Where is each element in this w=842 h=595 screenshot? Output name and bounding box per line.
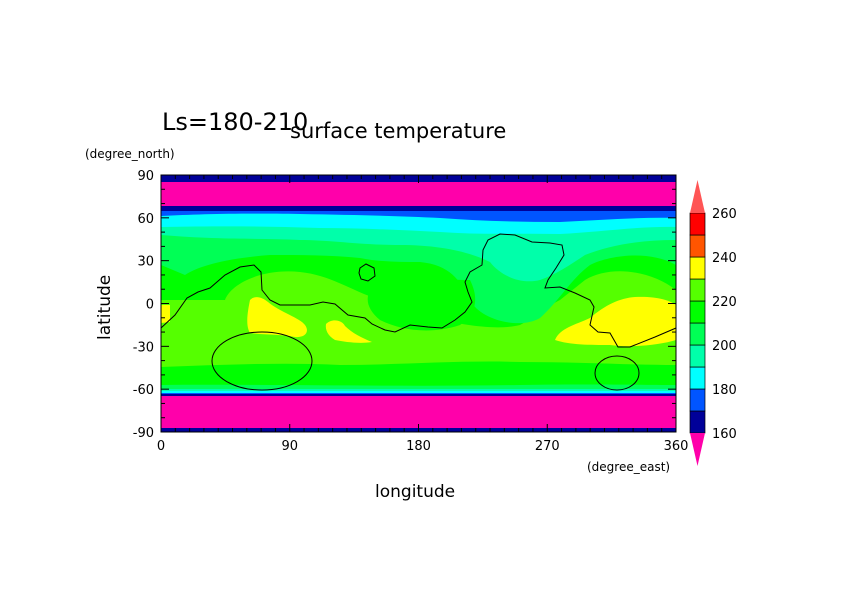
x-tick-label: 90 [281,439,298,454]
chart-subtitle: Ls=180-210 [162,108,308,136]
x-tick-label: 180 [406,439,431,454]
colorbar: 260 240 220 200 180 160 [689,180,737,466]
colorbar-swatch [689,410,706,434]
x-units: (degree_east) [587,460,670,474]
colorbar-label: 260 [712,207,737,222]
chart-title: surface temperature [290,119,506,143]
colorbar-swatch [689,322,706,346]
colorbar-label: 180 [712,383,737,398]
temperature-field [161,175,676,432]
y-tick-label: -30 [133,340,154,355]
x-axis-label: longitude [375,482,455,502]
colorbar-swatch [689,212,706,236]
y-units: (degree_north) [85,147,175,161]
colorbar-swatch [689,300,706,324]
colorbar-swatch [689,344,706,368]
x-tick-label: 270 [535,439,560,454]
colorbar-swatch [689,388,706,412]
band-below-160-north [161,182,676,206]
colorbar-swatch [689,366,706,390]
warm-region-230-240 [161,305,170,323]
band-below-160-south [161,396,676,428]
x-tick-label: 0 [157,439,165,454]
warm-region-230-240 [325,320,372,343]
axis-ticks: 0 90 180 270 360 90 60 30 0 -30 -60 -90 [133,169,689,454]
colorbar-swatch [689,278,706,302]
y-tick-label: 30 [137,255,154,270]
colorbar-swatch [689,256,706,280]
colorbar-label: 200 [712,339,737,354]
y-tick-label: 90 [137,169,154,184]
band-210-220-center [367,279,476,331]
colorbar-label: 240 [712,251,737,266]
colorbar-swatch [689,234,706,258]
colorbar-label: 160 [712,427,737,442]
x-tick-label: 360 [664,439,689,454]
contour-line [594,355,640,391]
y-tick-label: 60 [137,212,154,227]
y-tick-label: 0 [146,298,154,313]
colorbar-under-triangle [690,433,705,466]
contour-line [160,233,677,348]
contour-line [211,331,313,391]
y-tick-label: -90 [133,426,154,441]
warm-region-230-240 [555,296,676,347]
warm-region-230-240 [247,297,307,338]
y-axis-label: latitude [95,275,115,340]
contour-line [358,263,376,282]
colorbar-label: 220 [712,295,737,310]
topography-contours [160,233,677,391]
y-tick-label: -60 [133,383,154,398]
colorbar-over-triangle [690,180,705,213]
